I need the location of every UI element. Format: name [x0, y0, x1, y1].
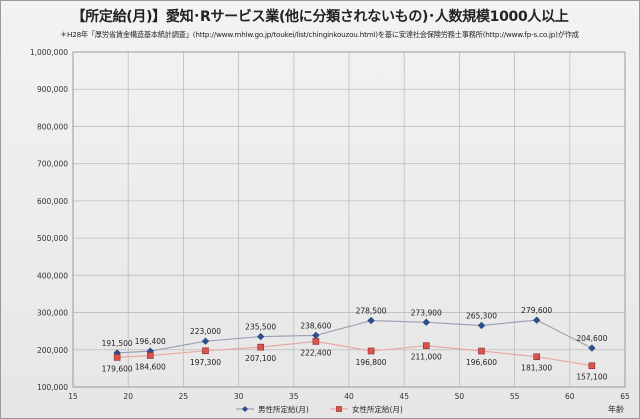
female-data-label-9: 157,100	[576, 373, 607, 382]
y-tick-label-0: 100,000	[37, 383, 68, 392]
legend-marker-female	[336, 406, 342, 412]
male-point-9	[588, 344, 596, 352]
x-tick-label-1: 20	[123, 392, 133, 401]
female-point-0	[113, 354, 121, 361]
female-data-label-3: 207,100	[245, 354, 276, 363]
female-point-3	[257, 343, 264, 351]
x-tick-label-7: 50	[455, 392, 465, 401]
male-point-3	[256, 332, 265, 341]
male-data-label-0: 191,500	[102, 339, 133, 348]
female-point-5	[367, 347, 375, 355]
female-data-label-8: 181,300	[521, 364, 552, 373]
y-tick-label-5: 600,000	[37, 197, 68, 206]
legend-label-1: 女性所定給(月)	[352, 404, 403, 414]
female-point-7	[478, 347, 485, 355]
x-tick-label-8: 55	[510, 392, 520, 401]
series-line-1	[117, 340, 592, 367]
male-data-label-2: 223,000	[190, 327, 221, 336]
male-point-2	[201, 337, 210, 345]
y-tick-label-3: 400,000	[37, 271, 68, 280]
y-tick-label-2: 300,000	[37, 309, 68, 318]
male-point-4	[312, 331, 320, 340]
x-tick-label-6: 45	[399, 392, 409, 401]
source-note: ＊H28年「厚労省賃金構造基本統計調査」(http://www.mhlw.go.…	[60, 30, 579, 39]
y-axis-tick-labels: 100,000 200,000 300,000 400,000 500,000 600,0…	[30, 48, 68, 392]
female-point-9	[588, 362, 596, 370]
male-data-label-8: 279,600	[521, 306, 552, 315]
x-tick-label-3: 30	[234, 392, 244, 401]
x-tick-label-4: 35	[289, 392, 299, 401]
x-axis-label: 年齢	[608, 404, 624, 414]
plot-area-border	[72, 51, 626, 388]
male-point-7	[477, 321, 486, 330]
male-data-label-1: 196,400	[135, 337, 166, 346]
x-tick-label-0: 15	[68, 392, 78, 401]
grid-lines	[72, 51, 626, 388]
female-data-label-5: 196,800	[356, 358, 387, 367]
female-point-4	[312, 338, 320, 345]
legend-marker-male	[242, 406, 248, 412]
y-tick-label-6: 700,000	[37, 160, 68, 169]
legend-label-0: 男性所定給(月)	[258, 404, 309, 414]
female-point-1	[146, 352, 154, 359]
x-tick-label-5: 40	[344, 392, 354, 401]
x-tick-label-10: 65	[620, 392, 630, 401]
male-data-label-7: 265,300	[466, 311, 497, 320]
male-data-label-4: 238,600	[300, 321, 331, 330]
female-point-6	[422, 342, 430, 349]
legend: 男性所定給(月) 女性所定給(月)	[236, 404, 403, 414]
series-markers	[113, 316, 596, 370]
male-data-label-5: 278,500	[356, 307, 387, 316]
series-line-0	[117, 319, 593, 354]
female-data-label-2: 197,300	[190, 358, 221, 367]
male-data-label-3: 235,500	[245, 323, 276, 332]
series-lines	[117, 319, 593, 367]
y-tick-label-4: 500,000	[37, 234, 68, 243]
male-point-6	[422, 318, 431, 327]
chart-title: 【所定給(月)】愛知･Rサービス業(他に分類されないもの)･人数規模1000人以…	[71, 9, 569, 25]
y-tick-label-9: 1,000,000	[30, 48, 68, 57]
x-axis-tick-labels: 15 20 25 30 35 40 45 50 55 60 65	[68, 392, 630, 401]
x-tick-label-9: 60	[565, 392, 575, 401]
y-tick-label-1: 200,000	[37, 346, 68, 355]
data-labels: 191,500 196,400 223,000 235,500 238,600 278,5…	[102, 306, 608, 382]
male-data-label-9: 204,600	[576, 334, 607, 343]
x-tick-label-2: 25	[179, 392, 189, 401]
male-point-5	[367, 316, 375, 325]
female-point-8	[533, 353, 540, 361]
female-data-label-1: 184,600	[135, 363, 166, 372]
female-point-2	[202, 347, 209, 355]
male-data-label-6: 273,900	[411, 308, 442, 317]
female-data-label-6: 211,000	[411, 353, 442, 362]
female-data-label-7: 196,600	[466, 358, 497, 367]
female-data-label-4: 222,400	[300, 348, 331, 357]
y-tick-label-8: 900,000	[37, 85, 68, 94]
female-data-label-0: 179,600	[102, 364, 133, 373]
male-point-8	[532, 316, 541, 324]
y-tick-label-7: 800,000	[37, 122, 68, 131]
